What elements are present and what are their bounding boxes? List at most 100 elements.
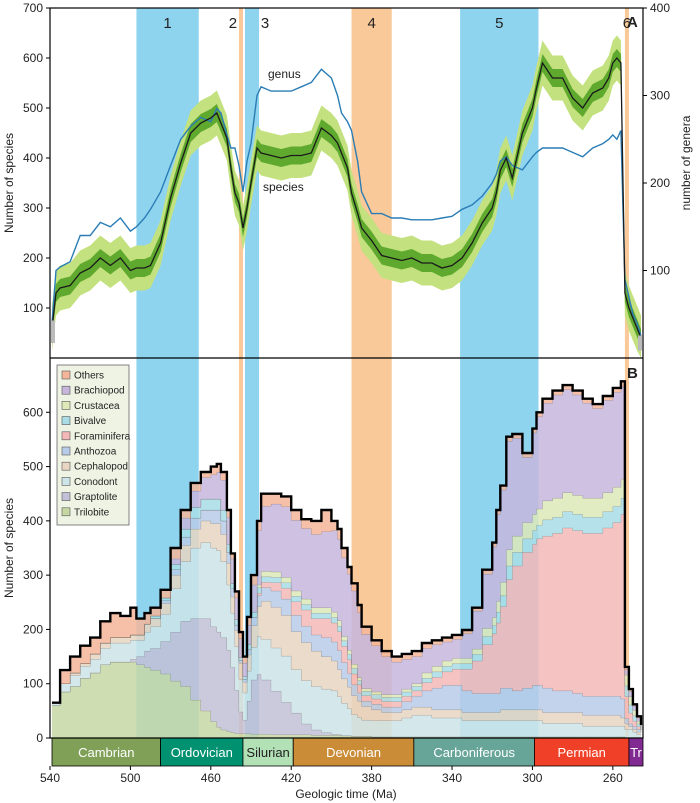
event-band-b-6 (624, 358, 629, 738)
legend-swatch (61, 416, 71, 425)
xtick-label: 540 (40, 771, 60, 785)
period-silurian (242, 737, 294, 767)
genus-line (51, 68, 642, 337)
edge-marker-right (638, 335, 642, 351)
ytick-label-b: 500 (23, 460, 43, 474)
y2tick-label-a: 100 (650, 264, 670, 278)
event-label: 3 (261, 15, 269, 32)
legend-swatch (61, 461, 71, 471)
legend-swatch (61, 492, 71, 501)
period-ordovician (160, 737, 244, 767)
ytick-label-a: 100 (23, 301, 43, 315)
legend-swatch (61, 385, 71, 395)
legend-label: Trilobite (74, 507, 110, 518)
species-band-inner (52, 49, 641, 347)
area-conodont (52, 542, 641, 738)
ytick-label-a: 200 (23, 251, 43, 265)
legend-label: Foraminifera (74, 431, 131, 442)
area-bivalve (52, 498, 641, 731)
ytick-label-b: 100 (23, 677, 43, 691)
y2tick-label-a: 200 (650, 176, 670, 190)
legend-label: Brachiopod (74, 386, 125, 397)
xtick-label: 420 (281, 771, 301, 785)
legend-label: Others (74, 371, 104, 382)
panel-a-background (136, 8, 629, 358)
event-label: 1 (163, 15, 171, 32)
total-species-outline (52, 380, 643, 725)
period-carboniferous (413, 737, 535, 767)
event-band-b-2 (238, 358, 243, 738)
period-permian (534, 737, 630, 767)
event-band-a-6 (624, 8, 629, 358)
event-label: 4 (367, 15, 375, 32)
ytick-label-b: 0 (36, 731, 43, 745)
axes: 100 200 300 400 500 600 700 100 200 300 400 0 100 200… (23, 1, 670, 785)
ytick-label-a: 700 (23, 1, 43, 15)
legend-label: Conodont (74, 477, 118, 488)
xtick-label: 300 (522, 771, 542, 785)
genus-annotation: genus (268, 67, 301, 81)
event-label: 6 (623, 15, 631, 32)
area-crustacea (52, 479, 641, 730)
period-label: Tr (630, 745, 642, 760)
event-band-a-4 (351, 8, 392, 358)
period-label: Permian (557, 745, 605, 760)
panel-a-plot (51, 35, 642, 358)
event-label: 5 (495, 15, 503, 32)
xtick-label: 380 (362, 771, 382, 785)
period-label: Ordovician (171, 745, 233, 760)
legend: Others Brachiopod Crustacea Bivalve Foramini… (56, 364, 131, 526)
species-line (51, 56, 642, 339)
area-brachiopod (52, 386, 641, 729)
xtick-label: 460 (201, 771, 221, 785)
event-band-a-1 (136, 8, 199, 358)
period-label: Devonian (326, 745, 381, 760)
xtick-label: 500 (120, 771, 140, 785)
area-graptolite (52, 618, 641, 738)
event-label: 2 (229, 15, 237, 32)
legend-swatch (61, 401, 71, 410)
ytick-label-b: 600 (23, 405, 43, 419)
period-label: Silurian (246, 745, 289, 760)
period-bar: Cambrian Ordovician Silurian Devonian Carbon… (51, 737, 644, 767)
panel-b-plot (52, 380, 643, 738)
labels: 1 2 3 4 5 6 genus species Number of species numbe… (2, 14, 693, 801)
xtick-label: 340 (442, 771, 462, 785)
period-devonian (292, 737, 415, 767)
legend-swatch (61, 477, 71, 486)
period-cambrian (51, 737, 161, 767)
ytick-label-a: 400 (23, 151, 43, 165)
ytick-label-a: 600 (23, 51, 43, 65)
y-axis-title-a: Number of species (2, 133, 16, 233)
plot-frame (49, 7, 644, 739)
ytick-label-b: 200 (23, 622, 43, 636)
period-label: Carboniferous (433, 745, 515, 760)
ytick-label-a: 300 (23, 201, 43, 215)
x-axis-title: Geologic time (Ma) (295, 787, 396, 801)
xtick-label: 260 (603, 771, 623, 785)
area-foraminifera (52, 510, 641, 732)
y2-axis-title-a: number of genera (679, 115, 693, 210)
period-label: Cambrian (78, 745, 134, 760)
area-anthozoa (52, 510, 641, 733)
ytick-label-b: 400 (23, 514, 43, 528)
area-cephalopod (52, 520, 641, 736)
legend-label: Bivalve (74, 416, 107, 427)
legend-swatch (61, 507, 71, 517)
y2tick-label-a: 400 (650, 1, 670, 15)
ytick-label-a: 500 (23, 101, 43, 115)
edge-marker-left (51, 320, 55, 343)
panel-label-a: A (627, 14, 638, 31)
legend-label: Graptolite (74, 492, 118, 503)
y2tick-label-a: 300 (650, 89, 670, 103)
species-annotation: species (263, 180, 304, 194)
legend-label: Crustacea (74, 401, 120, 412)
legend-swatch (61, 370, 71, 380)
legend-swatch (61, 446, 71, 456)
y-axis-title-b: Number of species (2, 498, 16, 598)
panel-label-b: B (627, 365, 638, 382)
area-trilobite (52, 662, 641, 738)
legend-label: Cephalopod (74, 462, 128, 473)
legend-swatch (61, 431, 71, 441)
